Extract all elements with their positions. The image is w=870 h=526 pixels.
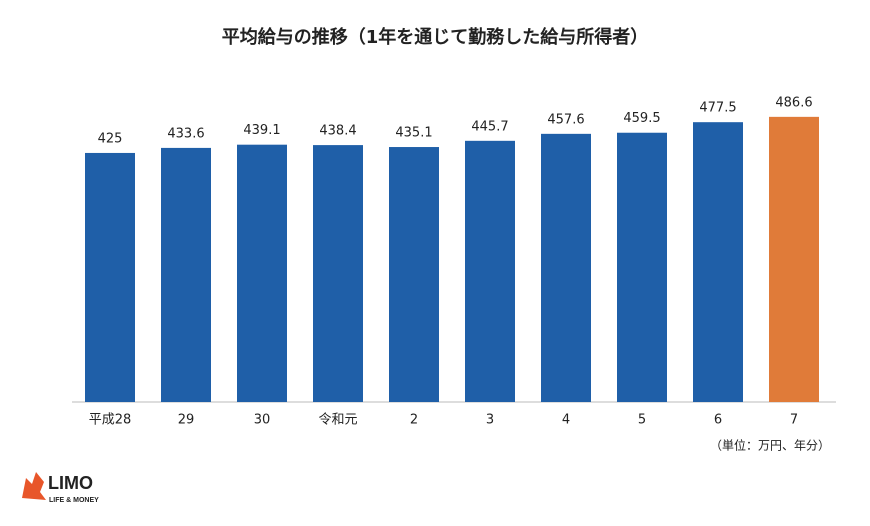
value-label: 438.4 bbox=[319, 124, 356, 139]
bar bbox=[237, 144, 287, 403]
bar bbox=[693, 122, 743, 402]
bar bbox=[85, 152, 135, 402]
value-label: 477.5 bbox=[699, 101, 736, 116]
x-tick-label: 3 bbox=[486, 413, 494, 428]
bar bbox=[161, 147, 211, 402]
value-label: 445.7 bbox=[471, 119, 508, 134]
value-label: 486.6 bbox=[775, 95, 812, 110]
unit-note: （単位：万円、年分） bbox=[710, 438, 830, 453]
value-label: 457.6 bbox=[547, 112, 584, 127]
x-tick-label: 30 bbox=[254, 413, 271, 428]
bar bbox=[769, 116, 819, 402]
bar bbox=[465, 140, 515, 402]
bar bbox=[541, 133, 591, 402]
logo-tagline: LIFE & MONEY bbox=[49, 497, 99, 504]
x-tick-label: 令和元 bbox=[318, 413, 357, 428]
value-label: 435.1 bbox=[395, 126, 432, 141]
value-label: 425 bbox=[98, 131, 123, 146]
x-tick-label: 7 bbox=[790, 413, 798, 428]
bar bbox=[313, 145, 363, 402]
x-tick-label: 4 bbox=[562, 413, 570, 428]
logo-icon bbox=[22, 472, 46, 500]
value-label: 439.1 bbox=[243, 123, 280, 138]
value-label: 459.5 bbox=[623, 111, 660, 126]
x-tick-label: 29 bbox=[178, 413, 195, 428]
x-tick-label: 平成28 bbox=[89, 413, 132, 428]
logo-name: LIMO bbox=[48, 473, 93, 493]
x-tick-label: 6 bbox=[714, 413, 722, 428]
x-tick-label: 2 bbox=[410, 413, 418, 428]
bar bbox=[389, 147, 439, 402]
bar bbox=[617, 132, 667, 402]
chart-title: 平均給与の推移（1年を通じて勤務した給与所得者） bbox=[222, 26, 649, 48]
x-tick-label: 5 bbox=[638, 413, 646, 428]
value-label: 433.6 bbox=[167, 126, 204, 141]
